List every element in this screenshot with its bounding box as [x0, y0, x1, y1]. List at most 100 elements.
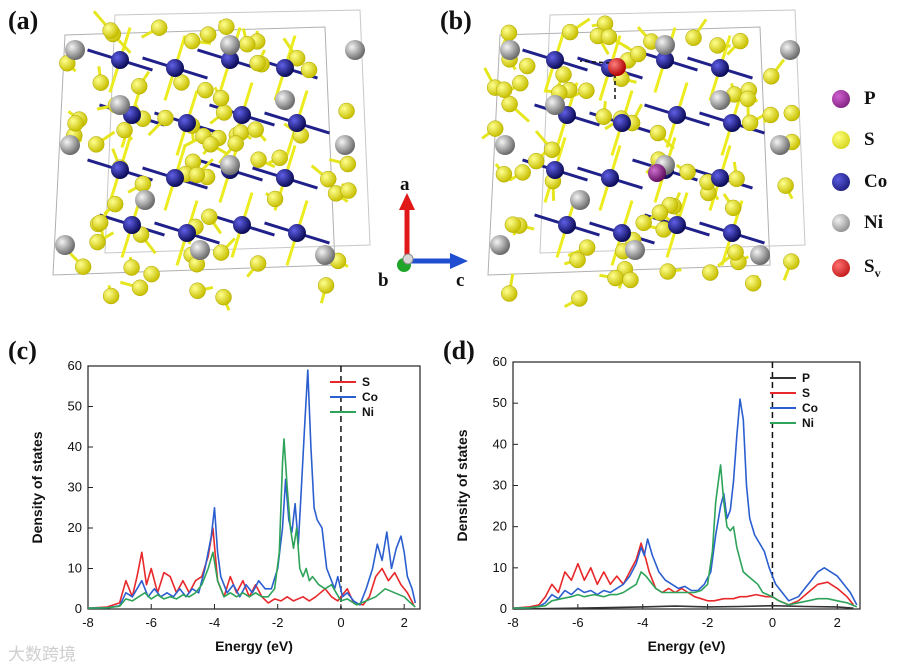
sulfur-atom — [131, 279, 149, 297]
panel-label-a: (a) — [8, 6, 39, 35]
y-tick-label: 60 — [493, 354, 507, 369]
legend-label-ni: Ni — [362, 405, 374, 419]
cobalt-atom — [166, 169, 184, 187]
sulfur-atom — [702, 264, 719, 281]
atom-co-label: Co — [864, 171, 888, 192]
cobalt-atom — [233, 216, 251, 234]
sulfur-atom — [173, 74, 190, 91]
cobalt-atom — [221, 51, 239, 69]
axis-label-a: a — [400, 174, 410, 195]
nickel-atom — [625, 240, 645, 260]
legend-label-ni: Ni — [802, 416, 814, 430]
sulfur-atom — [116, 121, 133, 139]
y-tick-label: 50 — [68, 399, 82, 414]
y-tick-label: 50 — [493, 395, 507, 410]
sulfur-atom — [571, 290, 588, 307]
cobalt-atom — [178, 224, 196, 242]
x-axis-label: Energy (eV) — [648, 638, 726, 654]
y-tick-label: 10 — [493, 560, 507, 575]
nickel-atom — [275, 90, 295, 110]
sulfur-atom — [212, 89, 230, 107]
cobalt-atom — [656, 51, 674, 69]
atom-sv-subscript: v — [874, 265, 881, 280]
nickel-atom — [55, 235, 75, 255]
y-tick-label: 0 — [75, 601, 82, 616]
sulfur-atom — [338, 102, 355, 120]
legend-label-co: Co — [802, 401, 818, 415]
nickel-atom — [110, 95, 130, 115]
x-tick-label: -6 — [145, 615, 157, 630]
cobalt-atom — [668, 106, 686, 124]
x-tick-label: 0 — [337, 615, 344, 630]
sulfur-atom — [514, 164, 531, 181]
sulfur-atom — [649, 124, 667, 142]
atom-legend-s: S — [832, 129, 875, 151]
sulfur-atom — [561, 23, 579, 41]
crystal-structure-figure — [52, 9, 806, 311]
sulfur-atom — [724, 199, 742, 217]
sulfur-atom — [651, 204, 669, 221]
sulfur-atom — [271, 149, 288, 167]
atom-ni-label: Ni — [864, 212, 883, 233]
sulfur-atom — [783, 104, 801, 122]
unit-cell-edge — [104, 9, 371, 254]
sulfur-atom — [247, 121, 264, 138]
axes-origin — [402, 253, 414, 265]
sulfur-atom — [727, 244, 744, 261]
sulfur-atom — [569, 251, 586, 269]
cobalt-atom — [613, 114, 631, 132]
sulfur-atom — [215, 288, 232, 306]
x-tick-label: 2 — [401, 615, 408, 630]
sulfur-atom — [123, 259, 140, 276]
atom-sv-swatch — [832, 259, 850, 278]
sulfur-atom — [783, 253, 800, 270]
sulfur-atom — [495, 81, 513, 98]
sulfur-atom — [106, 195, 124, 213]
x-tick-label: -8 — [507, 615, 519, 630]
x-tick-label: 0 — [769, 615, 776, 630]
sulfur-atom — [543, 141, 561, 158]
nickel-atom — [570, 190, 590, 210]
nickel-atom — [500, 40, 520, 60]
sulfur-vacancy-atom — [608, 58, 626, 76]
sulfur-atom — [763, 68, 780, 85]
atom-legend-p: P — [832, 88, 876, 110]
sulfur-atom — [512, 74, 529, 92]
sulfur-atom — [519, 57, 536, 75]
panel-label-d: (d) — [443, 336, 475, 365]
x-tick-label: -8 — [82, 615, 94, 630]
cobalt-atom — [123, 216, 141, 234]
sulfur-atom — [199, 26, 217, 43]
series-line-co — [87, 369, 417, 609]
nickel-atom — [60, 135, 80, 155]
sulfur-atom — [635, 214, 652, 232]
nickel-atom — [335, 135, 355, 155]
cobalt-atom — [276, 169, 294, 187]
series-line-p — [512, 604, 854, 610]
series-line-ni — [87, 438, 416, 609]
axis-a-arrowhead — [399, 193, 415, 210]
sulfur-atom — [739, 90, 757, 108]
sulfur-atom — [607, 269, 624, 287]
sulfur-atom — [340, 182, 357, 199]
vacancy-bond — [579, 60, 611, 64]
nickel-atom — [655, 35, 675, 55]
y-tick-label: 20 — [68, 520, 82, 535]
series-line-co — [512, 398, 858, 609]
sulfur-atom — [250, 151, 267, 168]
y-tick-label: 30 — [68, 480, 82, 495]
sulfur-atom — [600, 28, 618, 46]
sulfur-atom — [679, 163, 696, 181]
legend-label-co: Co — [362, 390, 378, 404]
sulfur-atom — [67, 115, 84, 132]
sulfur-atom — [300, 61, 318, 79]
sulfur-atom — [504, 216, 522, 233]
sulfur-atom — [87, 136, 105, 153]
sulfur-atom — [197, 81, 214, 99]
nickel-atom — [315, 245, 335, 265]
cobalt-atom — [288, 114, 306, 132]
nickel-atom — [495, 135, 515, 155]
sulfur-atom — [249, 54, 266, 72]
sulfur-atom — [339, 155, 357, 173]
